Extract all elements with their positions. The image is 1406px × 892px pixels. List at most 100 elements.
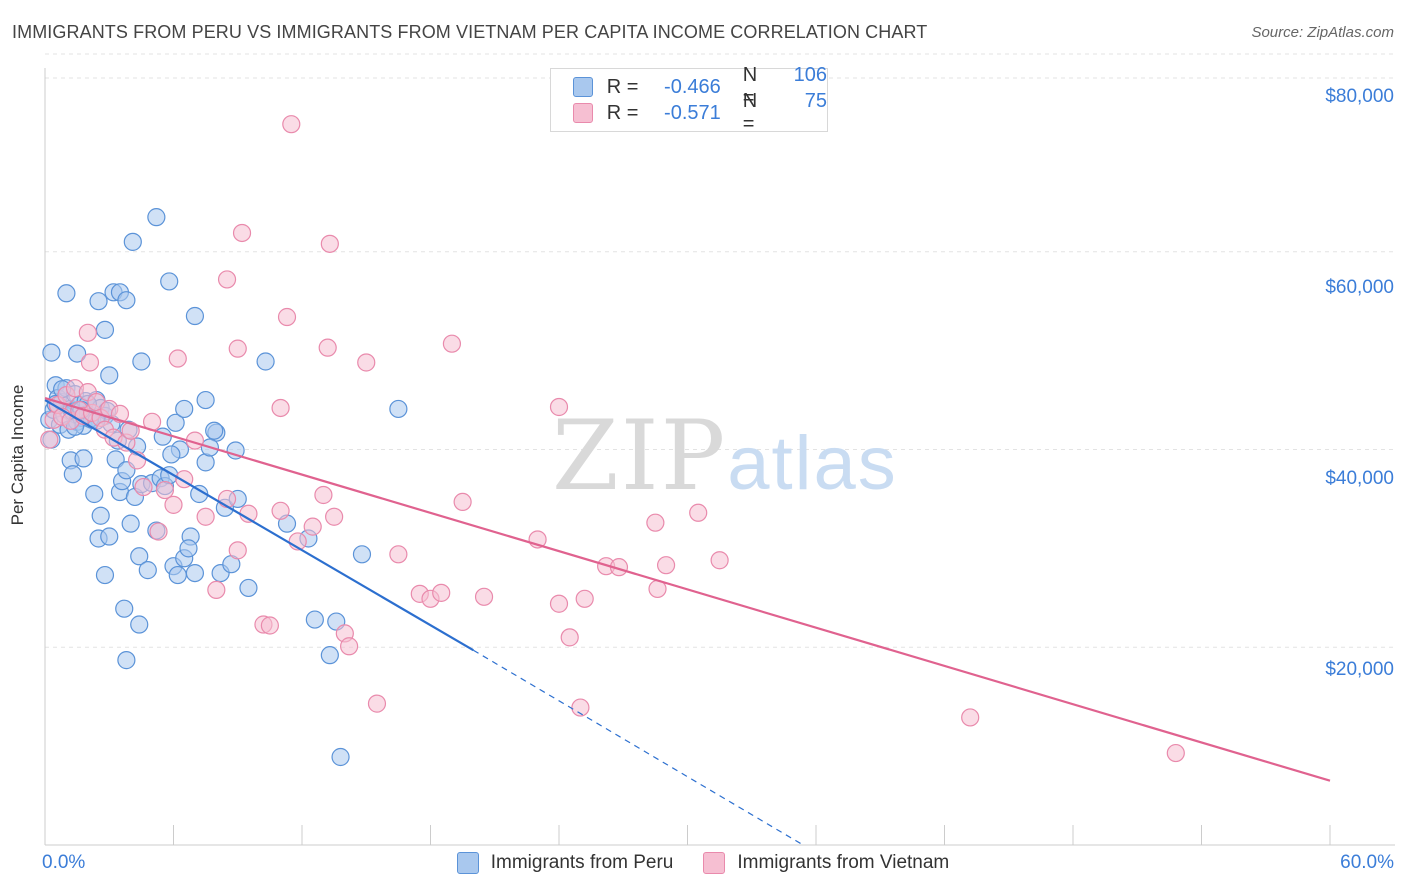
point-peru — [121, 514, 140, 533]
point-peru — [185, 563, 205, 583]
point-vietnam — [232, 223, 252, 243]
point-peru — [74, 449, 93, 468]
point-vietnam — [961, 708, 980, 727]
point-vietnam — [303, 517, 322, 536]
y-tick-label: $40,000 — [1325, 468, 1394, 489]
trend-lines — [44, 397, 1331, 846]
point-peru — [160, 272, 179, 291]
point-peru — [389, 399, 408, 419]
point-vietnam — [442, 334, 462, 353]
y-tick-label: $60,000 — [1325, 277, 1394, 298]
point-peru — [95, 320, 115, 339]
point-peru — [256, 352, 275, 371]
point-vietnam — [271, 501, 290, 520]
x-tick-label-min: 0.0% — [42, 852, 86, 873]
legend-label-vietnam: Immigrants from Vietnam — [737, 852, 950, 873]
point-peru — [106, 450, 125, 469]
point-peru — [320, 646, 339, 665]
point-vietnam — [217, 489, 237, 509]
point-vietnam — [710, 551, 729, 570]
legend-r-label: R = — [606, 101, 639, 124]
point-peru — [100, 527, 119, 546]
legend-swatch-vietnam — [573, 103, 593, 123]
point-peru — [162, 445, 181, 464]
point-peru — [168, 565, 187, 585]
point-peru — [57, 284, 76, 303]
point-vietnam — [78, 323, 97, 342]
point-vietnam — [134, 477, 153, 497]
trend-line-peru — [44, 399, 474, 652]
point-vietnam — [228, 339, 247, 358]
point-vietnam — [260, 616, 279, 635]
point-peru — [85, 484, 104, 504]
point-vietnam — [357, 353, 376, 372]
point-vietnam — [196, 507, 215, 526]
point-vietnam — [646, 513, 665, 532]
point-vietnam — [560, 628, 579, 647]
point-peru — [42, 343, 61, 362]
point-peru — [226, 441, 245, 460]
legend-swatch-peru — [573, 77, 593, 97]
point-peru — [331, 747, 350, 767]
y-tick-label: $20,000 — [1325, 659, 1394, 680]
point-peru — [91, 506, 110, 525]
point-peru — [138, 561, 157, 580]
point-vietnam — [271, 398, 290, 418]
legend-n-value: 75 — [804, 90, 827, 112]
legend-r-value: -0.571 — [664, 101, 721, 124]
point-vietnam — [121, 421, 140, 440]
point-vietnam — [282, 115, 301, 134]
point-peru — [130, 547, 149, 566]
point-vietnam — [207, 580, 226, 600]
point-vietnam — [149, 522, 168, 541]
legend-r-value: -0.466 — [664, 75, 721, 98]
chart-source: Source: ZipAtlas.com — [1251, 24, 1394, 41]
y-tick-label: $80,000 — [1325, 86, 1394, 107]
point-peru — [68, 344, 87, 363]
legend-swatch-vietnam — [703, 852, 726, 874]
point-vietnam — [656, 556, 676, 575]
legend-n-value: 106 — [793, 64, 827, 86]
trend-line-vietnam — [44, 397, 1331, 782]
point-vietnam — [571, 698, 590, 717]
point-peru — [185, 306, 205, 326]
point-peru — [239, 578, 258, 598]
point-peru — [117, 651, 136, 670]
point-peru — [352, 545, 372, 564]
point-peru — [130, 615, 149, 634]
point-vietnam — [168, 349, 187, 368]
point-peru — [196, 390, 215, 410]
watermark: ZIPatlas — [552, 400, 898, 512]
point-peru — [305, 610, 324, 629]
point-vietnam — [155, 480, 175, 500]
point-peru — [100, 366, 119, 385]
point-vietnam — [689, 503, 708, 522]
legend-label-peru: Immigrants from Peru — [490, 852, 674, 873]
legend-n-label: N = — [742, 90, 758, 135]
point-vietnam — [40, 430, 59, 449]
point-peru — [175, 399, 194, 419]
point-vietnam — [389, 545, 408, 564]
watermark-atlas: atlas — [727, 421, 898, 506]
trend-line-peru-extension — [473, 649, 804, 846]
watermark-zip: ZIP — [552, 400, 728, 512]
point-vietnam — [367, 694, 387, 713]
point-vietnam — [164, 495, 183, 514]
legend-swatch-peru — [456, 852, 479, 874]
point-vietnam — [432, 583, 451, 602]
legend-item-peru[interactable]: Immigrants from Peru — [456, 852, 674, 874]
legend-row-vietnam: R = -0.571 N = 75 — [573, 90, 827, 135]
point-vietnam — [228, 541, 247, 560]
point-peru — [205, 421, 224, 440]
point-peru — [166, 413, 185, 432]
point-peru — [63, 465, 82, 484]
point-vietnam — [277, 307, 297, 327]
point-peru — [123, 232, 142, 251]
legend-item-vietnam[interactable]: Immigrants from Vietnam — [703, 852, 949, 874]
point-vietnam — [474, 587, 494, 606]
chart-title: IMMIGRANTS FROM PERU VS IMMIGRANTS FROM … — [12, 22, 928, 42]
point-vietnam — [314, 485, 333, 505]
point-vietnam — [318, 338, 337, 357]
point-vietnam — [325, 507, 344, 526]
